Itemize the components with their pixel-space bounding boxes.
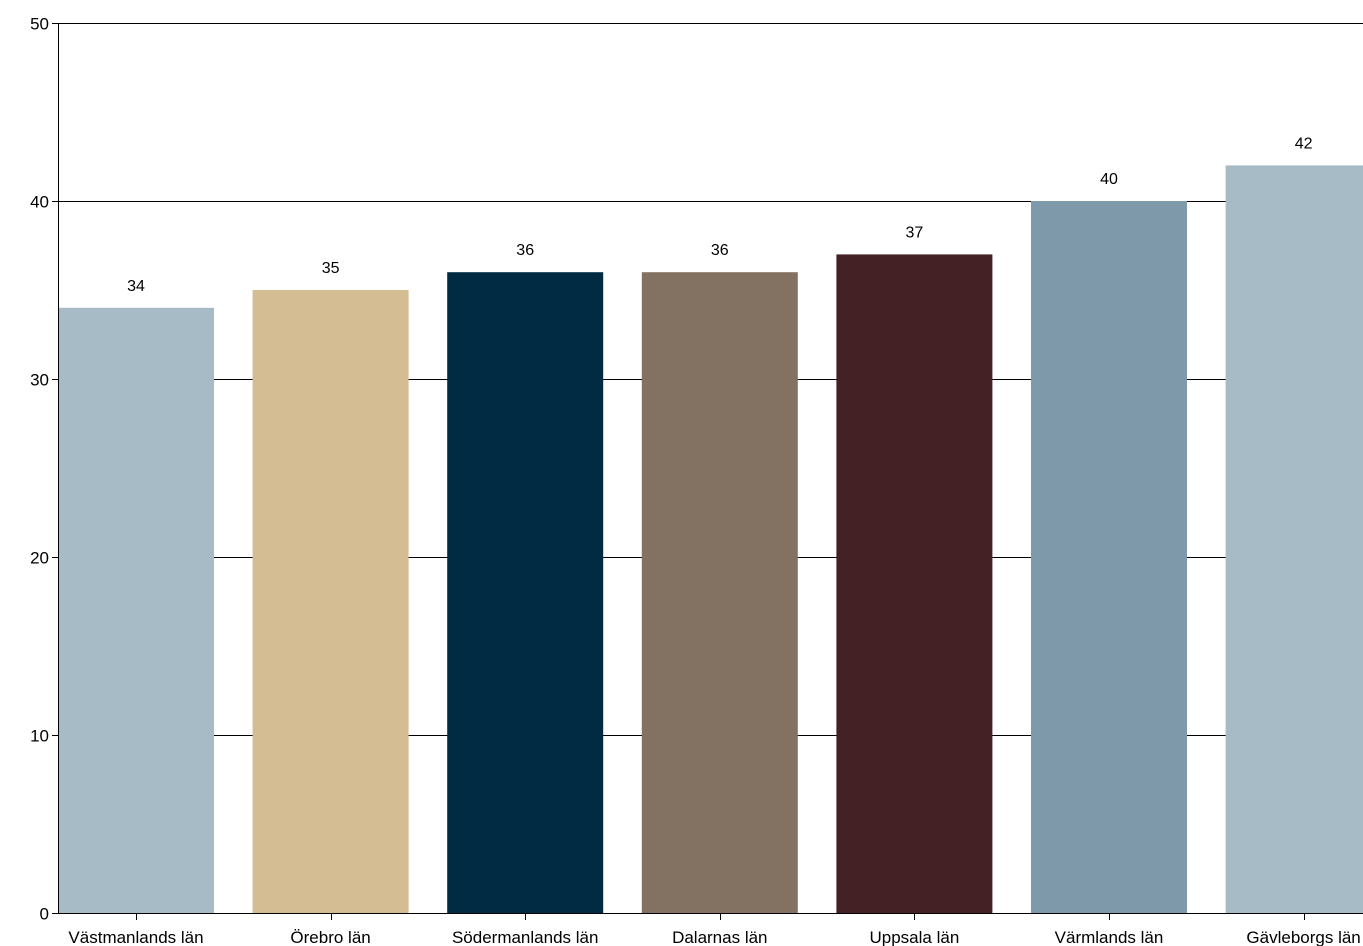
bar-5 — [836, 254, 993, 913]
bar-value-label: 42 — [1295, 135, 1313, 152]
bar-value-label: 34 — [127, 278, 145, 295]
bar-1 — [58, 307, 214, 913]
x-category-label: Södermanlands län — [452, 928, 598, 946]
bar-4 — [641, 272, 798, 913]
bar-value-label: 36 — [516, 242, 534, 259]
x-category-label: Örebro län — [290, 928, 370, 946]
bar-value-label: 36 — [711, 242, 729, 259]
bar-2 — [252, 290, 409, 913]
bar-value-label: 40 — [1100, 171, 1118, 188]
x-category-label: Dalarnas län — [672, 928, 767, 946]
x-category-label: Västmanlands län — [68, 928, 203, 946]
bar-value-label: 37 — [906, 224, 924, 241]
bar-6 — [1031, 201, 1187, 913]
y-tick-label: 0 — [40, 905, 49, 924]
y-tick-label: 40 — [30, 193, 49, 212]
x-category-label: Värmlands län — [1055, 928, 1164, 946]
y-tick-label: 50 — [30, 15, 49, 34]
y-tick-label: 10 — [30, 727, 49, 746]
y-tick-label: 30 — [30, 371, 49, 390]
axes — [52, 23, 1363, 920]
x-category-label: Uppsala län — [870, 928, 960, 946]
bar-3 — [447, 272, 604, 913]
labels: 0 10 20 30 40 50 34 Västmanlands län 35 Örebro lä… — [30, 15, 1361, 946]
bars — [58, 165, 1363, 913]
bar-value-label: 35 — [322, 260, 340, 277]
x-category-label: Gävleborgs län — [1246, 928, 1360, 946]
y-tick-label: 20 — [30, 549, 49, 568]
bar-7 — [1225, 165, 1363, 913]
